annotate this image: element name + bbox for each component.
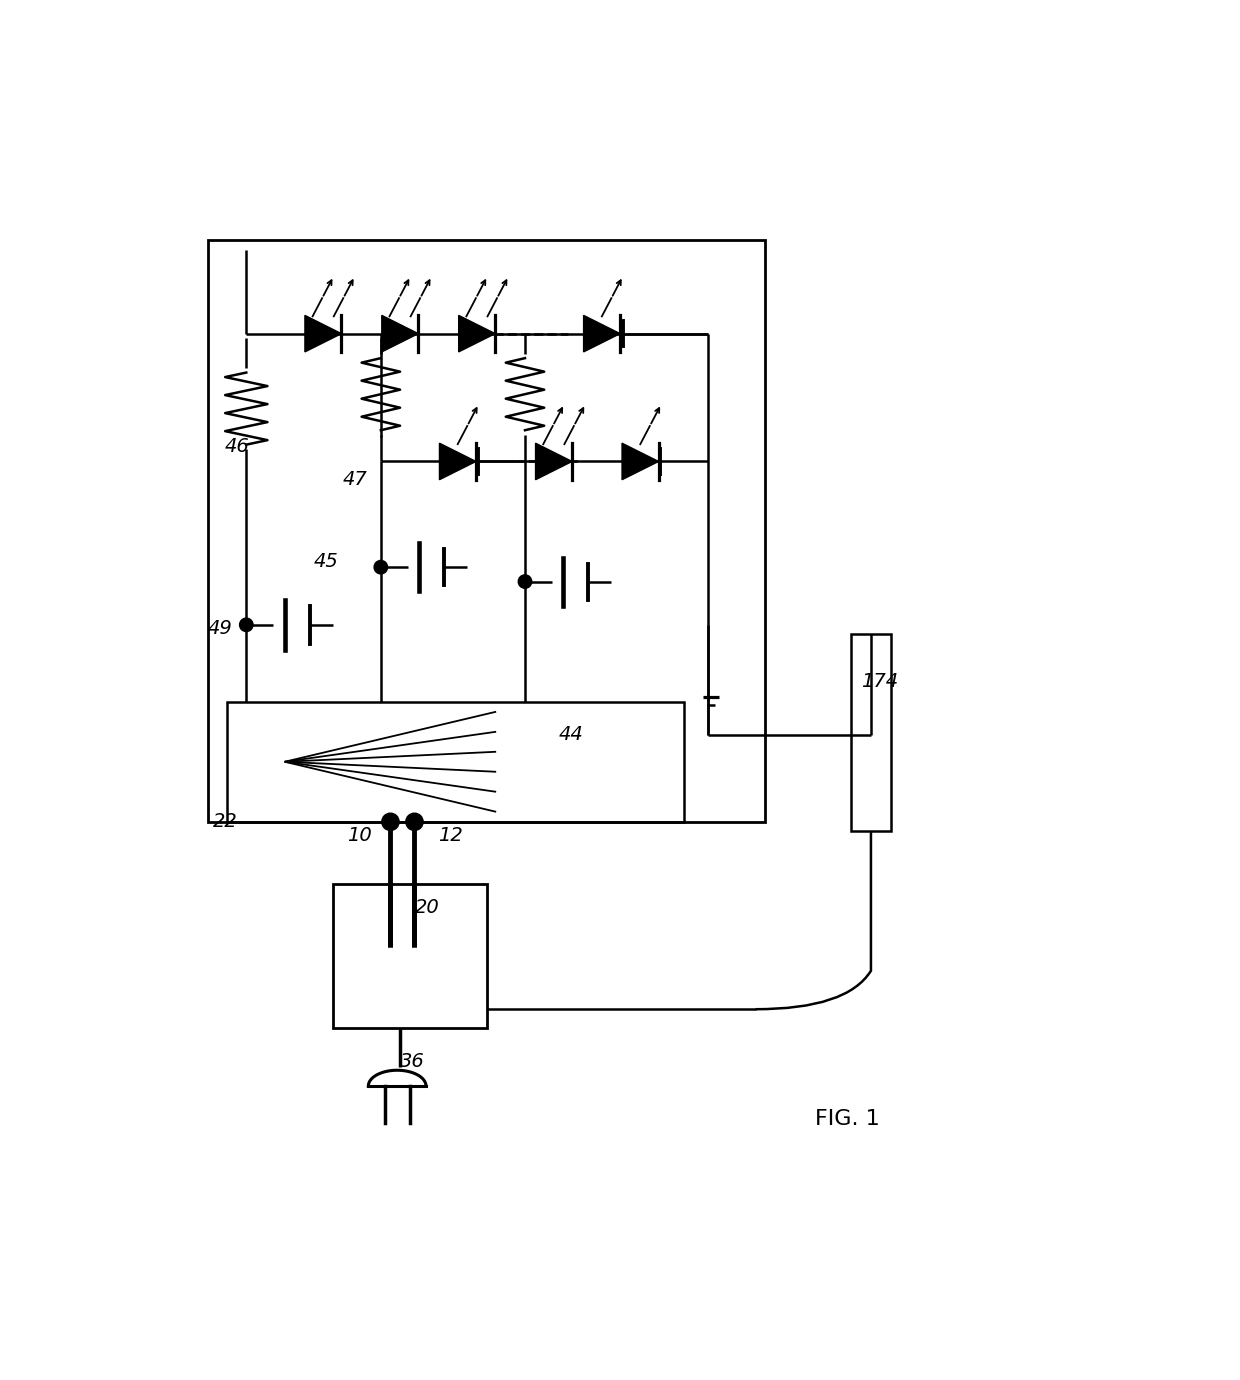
Text: 47: 47 [342,471,367,490]
Circle shape [239,618,253,632]
Circle shape [405,813,423,831]
Text: 44: 44 [558,724,583,744]
Text: 45: 45 [314,552,339,571]
Circle shape [374,560,388,574]
Polygon shape [459,316,495,352]
Text: 174: 174 [862,672,899,691]
Polygon shape [382,316,418,352]
Circle shape [382,813,399,831]
Text: 36: 36 [401,1052,425,1071]
Text: 20: 20 [414,898,439,918]
Text: 10: 10 [347,827,372,845]
Polygon shape [536,443,572,480]
Polygon shape [439,443,476,480]
Text: 12: 12 [439,827,464,845]
Text: 22: 22 [213,811,237,831]
Text: FIG. 1: FIG. 1 [815,1108,879,1129]
Text: 46: 46 [224,437,249,455]
Polygon shape [305,316,341,352]
Circle shape [518,575,532,588]
Polygon shape [622,443,658,480]
Polygon shape [584,316,620,352]
Text: 49: 49 [208,620,233,639]
